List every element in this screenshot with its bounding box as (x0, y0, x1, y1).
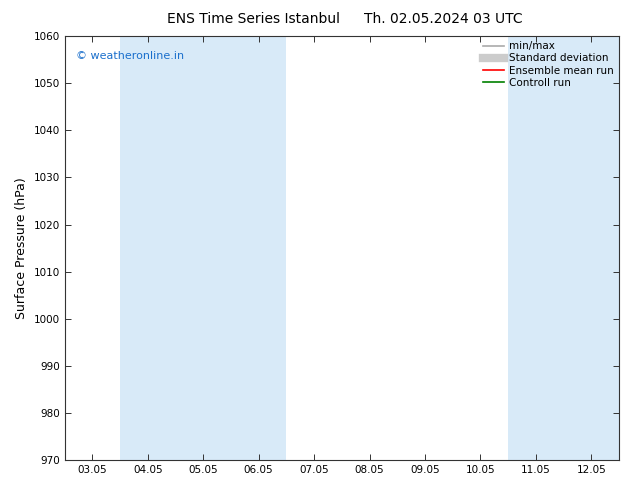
Text: Th. 02.05.2024 03 UTC: Th. 02.05.2024 03 UTC (365, 12, 523, 26)
Legend: min/max, Standard deviation, Ensemble mean run, Controll run: min/max, Standard deviation, Ensemble me… (483, 41, 614, 88)
Bar (508, 36, 619, 460)
Bar (120, 36, 287, 460)
Y-axis label: Surface Pressure (hPa): Surface Pressure (hPa) (15, 177, 28, 319)
Text: ENS Time Series Istanbul: ENS Time Series Istanbul (167, 12, 340, 26)
Text: © weatheronline.in: © weatheronline.in (75, 51, 184, 61)
